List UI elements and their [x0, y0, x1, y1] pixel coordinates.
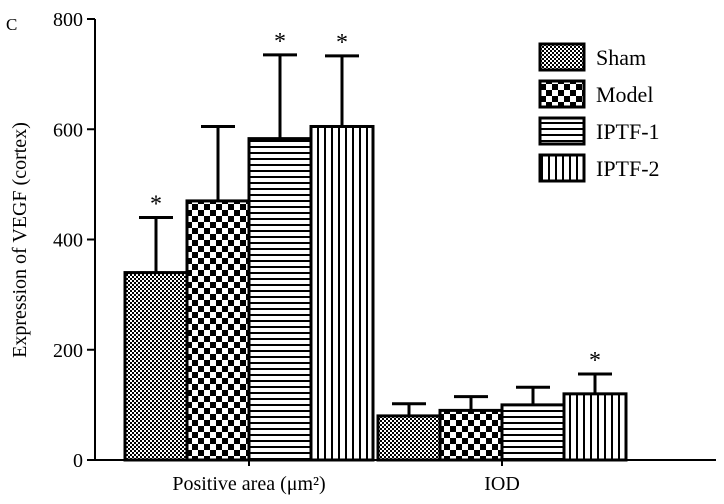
- bar-sham-1: [376, 414, 442, 462]
- legend-swatch: [538, 116, 586, 146]
- legend-swatch: [538, 153, 586, 183]
- x-tick-label: IOD: [484, 473, 520, 495]
- bars: * * * *: [123, 29, 628, 462]
- y-tick-label: 0: [73, 450, 83, 472]
- legend: Sham Model IPTF-1 IPTF-2: [538, 42, 660, 183]
- bar-iptf-1-1: [500, 403, 566, 462]
- x-tick-label: Positive area (μm²): [172, 473, 325, 495]
- bar-iptf-2-1: [562, 392, 628, 462]
- legend-label: Model: [596, 82, 653, 107]
- panel-label: C: [6, 15, 17, 34]
- y-tick-label: 600: [53, 119, 83, 141]
- legend-label: IPTF-1: [596, 119, 660, 144]
- y-tick-label: 200: [53, 340, 83, 362]
- legend-swatch: [538, 42, 586, 72]
- legend-swatch: [538, 79, 586, 109]
- significance-star: *: [274, 29, 286, 55]
- bar-model-0: [185, 199, 251, 462]
- significance-star: *: [589, 348, 601, 374]
- bar-iptf-2-0: [309, 124, 375, 462]
- significance-star: *: [336, 30, 348, 56]
- bar-iptf-1-0: [247, 137, 313, 462]
- bar-model-1: [438, 408, 504, 462]
- legend-label: IPTF-2: [596, 156, 660, 181]
- legend-label: Sham: [596, 45, 646, 70]
- significance-star: *: [150, 191, 162, 217]
- bar-sham-0: [123, 271, 189, 462]
- y-axis-title: Expression of VEGF (cortex): [9, 122, 31, 358]
- y-tick-label: 400: [53, 230, 83, 252]
- y-tick-label: 800: [53, 9, 83, 31]
